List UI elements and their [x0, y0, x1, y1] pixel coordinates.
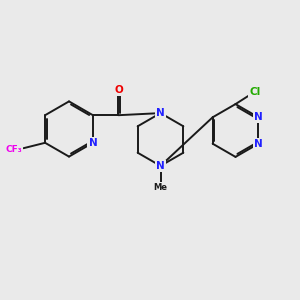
Text: CF₃: CF₃	[5, 145, 22, 154]
Text: Me: Me	[154, 183, 167, 192]
Text: Cl: Cl	[249, 87, 261, 97]
Text: N: N	[254, 112, 263, 122]
Text: N: N	[156, 161, 165, 171]
Text: N: N	[88, 138, 97, 148]
Text: N: N	[156, 108, 165, 118]
Text: O: O	[114, 85, 123, 95]
Text: N: N	[254, 139, 263, 149]
